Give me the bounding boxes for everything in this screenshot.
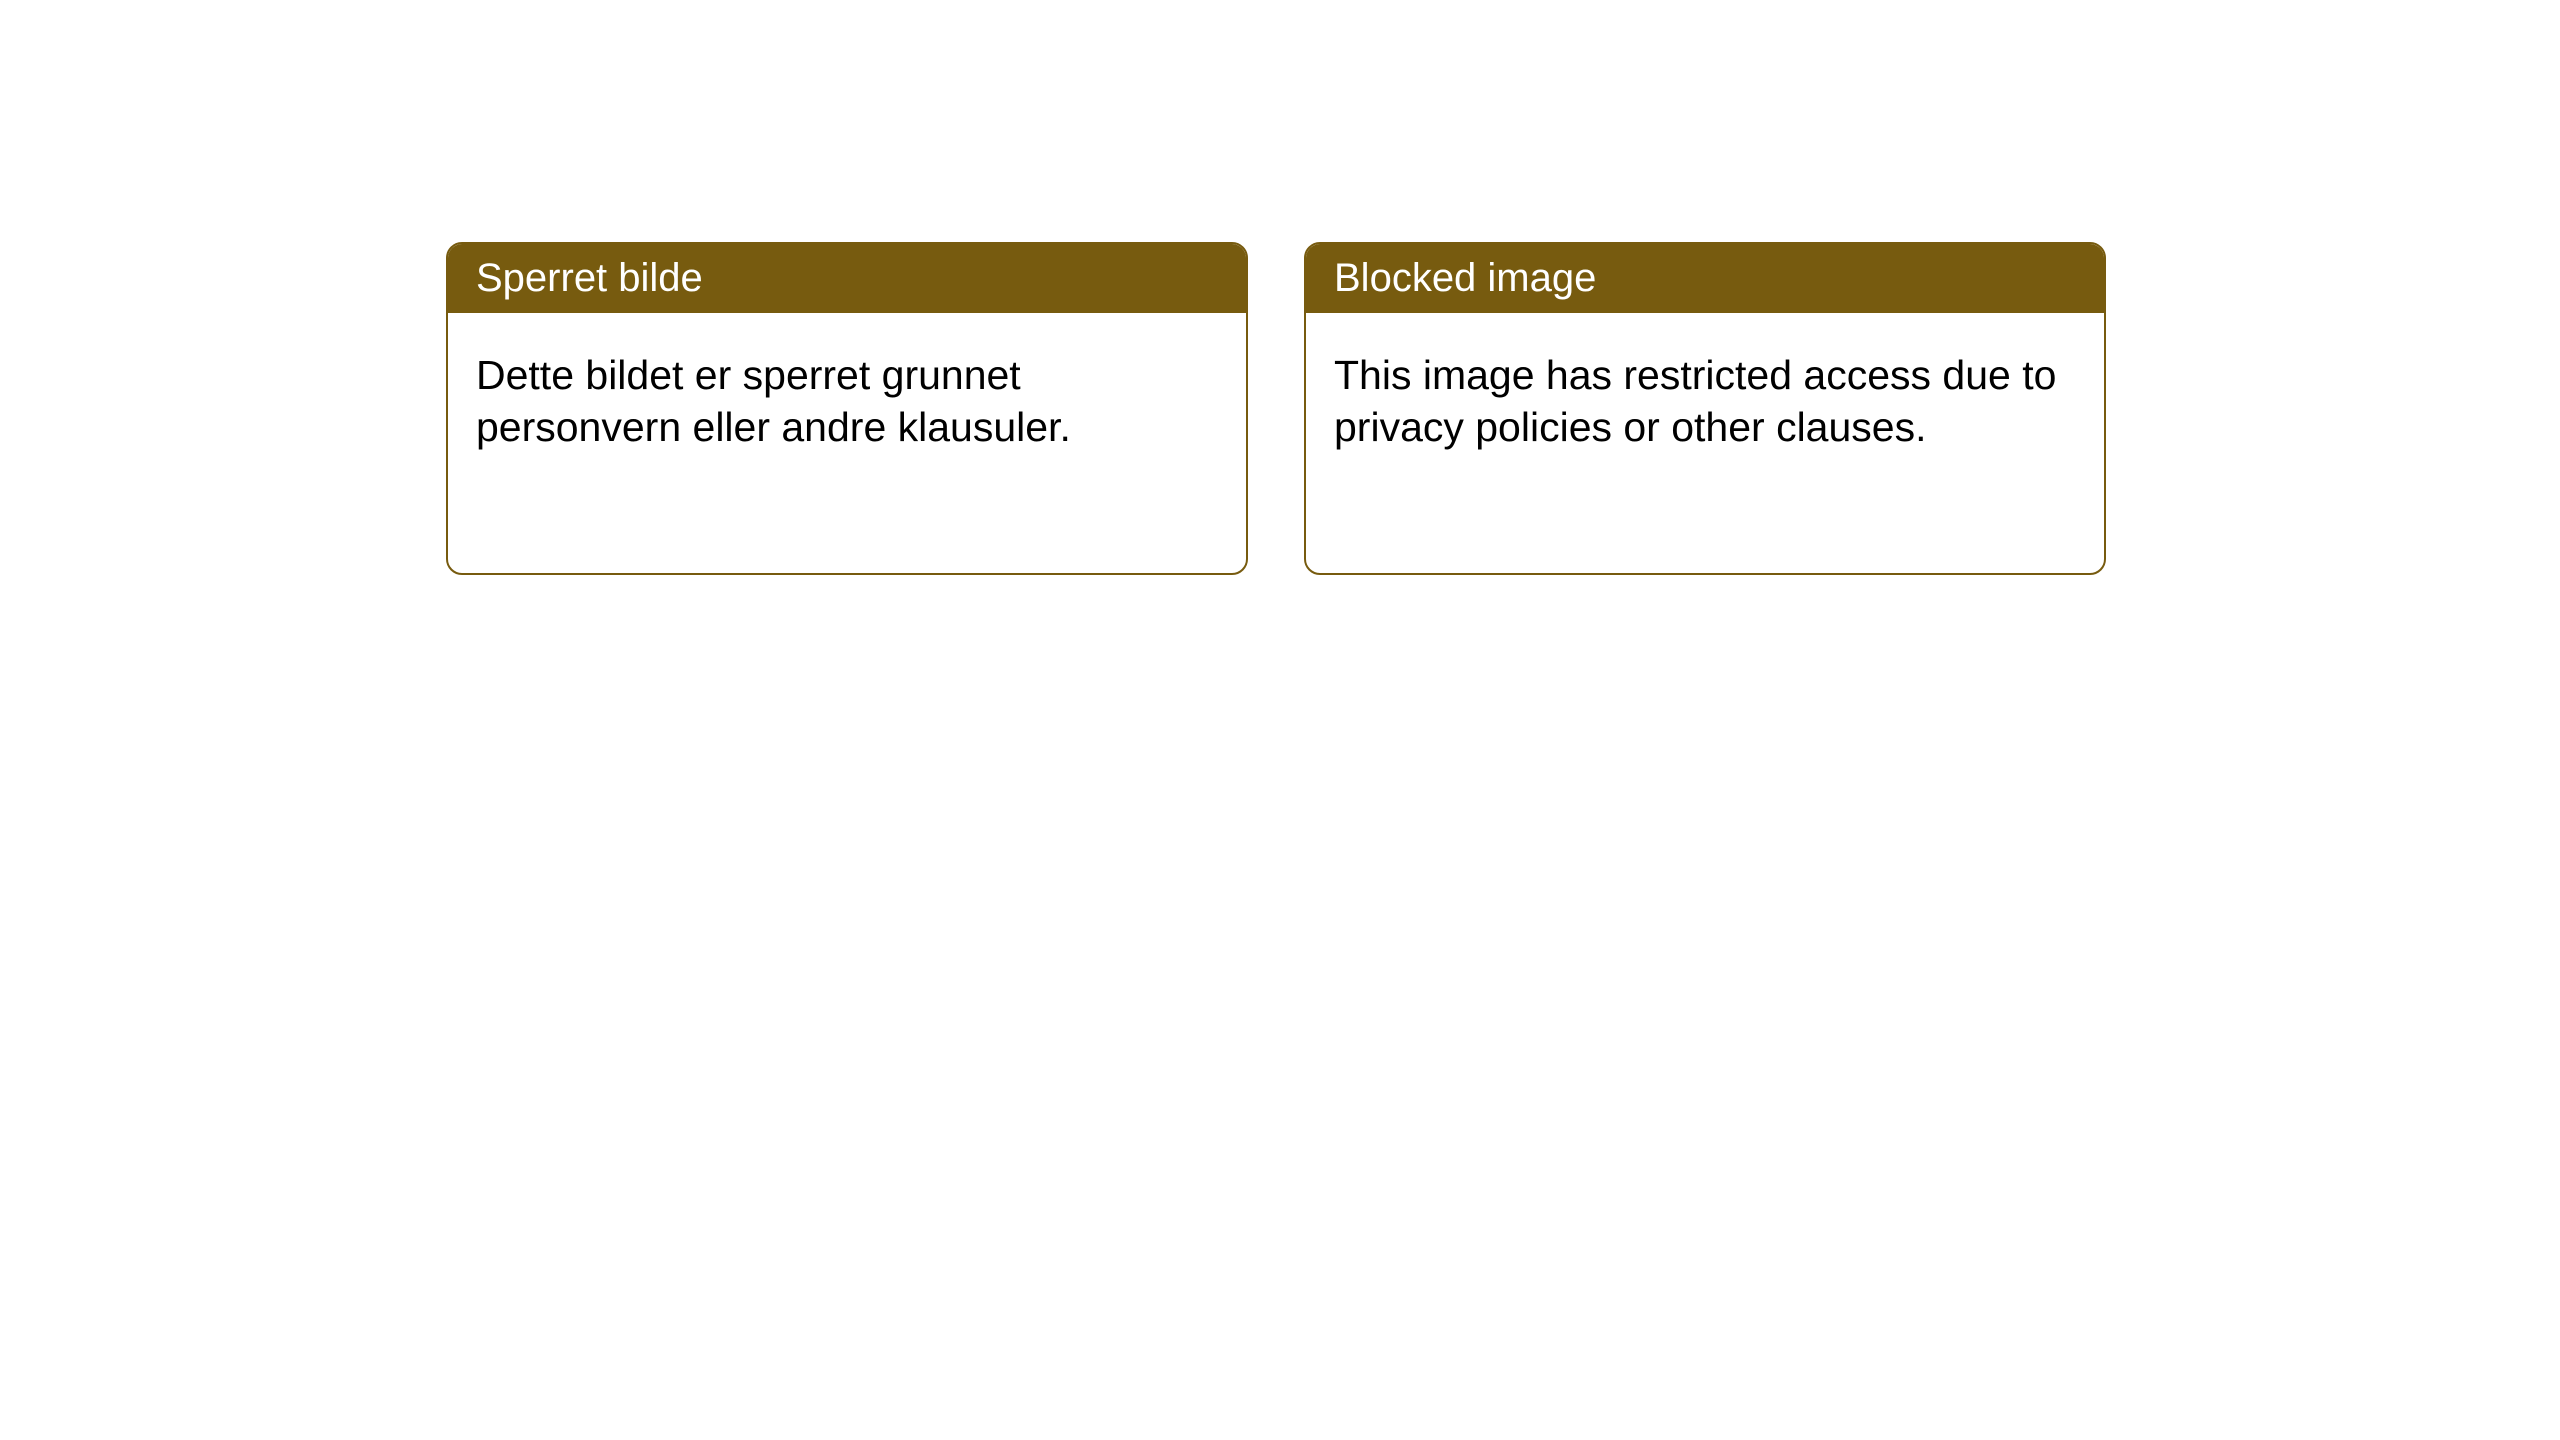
card-body-text: This image has restricted access due to … [1334,352,2056,450]
card-header: Blocked image [1306,244,2104,313]
card-body-text: Dette bildet er sperret grunnet personve… [476,352,1071,450]
card-norwegian: Sperret bilde Dette bildet er sperret gr… [446,242,1248,575]
card-body: This image has restricted access due to … [1306,313,2104,490]
card-english: Blocked image This image has restricted … [1304,242,2106,575]
card-title: Blocked image [1334,256,1596,300]
card-title: Sperret bilde [476,256,703,300]
card-header: Sperret bilde [448,244,1246,313]
card-body: Dette bildet er sperret grunnet personve… [448,313,1246,490]
cards-container: Sperret bilde Dette bildet er sperret gr… [446,242,2560,575]
